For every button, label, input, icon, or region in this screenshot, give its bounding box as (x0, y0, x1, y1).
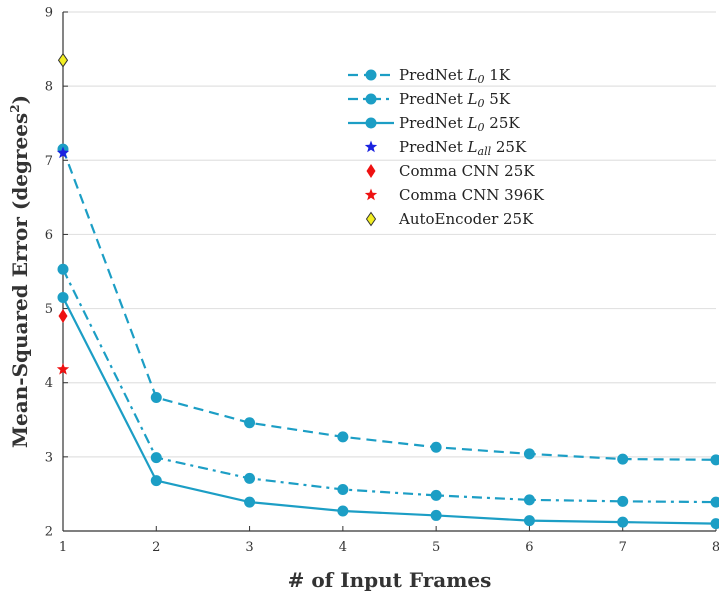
legend-entry: AutoEncoder 25K (365, 210, 534, 228)
x-tick-label: 2 (152, 540, 160, 555)
data-point (617, 495, 629, 507)
series-3 (56, 146, 70, 159)
legend-label: Comma CNN 25K (399, 162, 535, 180)
series-0 (57, 143, 719, 466)
series-layer (56, 52, 719, 530)
data-point (150, 475, 162, 487)
legend-marker (365, 69, 377, 81)
series-line (61, 148, 717, 461)
x-tick-label: 8 (712, 540, 719, 555)
data-point (57, 52, 69, 68)
x-tick-label: 3 (245, 540, 253, 555)
data-point (617, 516, 629, 528)
data-point (430, 509, 442, 521)
legend-label: PredNet L0 1K (399, 66, 511, 86)
data-point (244, 417, 256, 429)
legend: PredNet L0 1K PredNet L0 5K PredNet L0 25K… (348, 66, 545, 228)
y-tick-label: 5 (45, 302, 53, 317)
legend-entry: PredNet L0 25K (348, 114, 520, 134)
data-point (710, 454, 719, 466)
legend-label: PredNet Lall 25K (399, 138, 527, 158)
legend-entry: PredNet L0 1K (348, 66, 511, 86)
y-tick-label: 7 (45, 154, 53, 169)
gridlines (63, 11, 716, 458)
data-point (244, 496, 256, 508)
legend-entry: PredNet Lall 25K (364, 138, 527, 158)
legend-label: PredNet L0 5K (399, 90, 511, 110)
legend-label: PredNet L0 25K (399, 114, 520, 134)
x-tick-label: 6 (525, 540, 533, 555)
legend-marker (366, 164, 376, 178)
data-point (57, 263, 69, 275)
data-point (617, 453, 629, 465)
legend-label: AutoEncoder 25K (398, 210, 534, 228)
data-point (337, 505, 349, 517)
series-5 (56, 362, 70, 375)
y-tick-label: 6 (45, 228, 53, 243)
legend-marker (364, 188, 378, 201)
data-point (150, 392, 162, 404)
x-tick-label: 7 (619, 540, 627, 555)
data-point (523, 494, 535, 506)
data-point (56, 362, 70, 375)
x-axis-label: # of Input Frames (288, 568, 492, 592)
y-tick-label: 2 (45, 525, 53, 540)
x-tick-label: 4 (339, 540, 347, 555)
x-tick-label: 5 (432, 540, 440, 555)
series-line (62, 268, 717, 504)
y-tick-label: 8 (45, 80, 53, 95)
data-point (523, 515, 535, 527)
y-axis-label: Mean-Squared Error (degrees2) (8, 95, 32, 448)
series-6 (57, 52, 69, 68)
x-tick-label: 1 (59, 540, 67, 555)
y-tick-label: 3 (45, 450, 53, 465)
legend-entry: PredNet L0 5K (348, 90, 511, 110)
series-4 (58, 308, 68, 323)
data-point (244, 472, 256, 484)
legend-marker (365, 93, 377, 105)
data-point (710, 518, 719, 530)
series-2 (57, 291, 719, 530)
data-point (430, 441, 442, 453)
series-1 (57, 263, 719, 508)
legend-entry: Comma CNN 25K (366, 162, 535, 180)
y-tick-label: 9 (45, 6, 53, 21)
data-point (523, 448, 535, 460)
legend-marker (364, 140, 378, 153)
data-point (56, 146, 70, 159)
legend-label: Comma CNN 396K (399, 186, 545, 204)
data-point (150, 452, 162, 464)
data-point (58, 308, 68, 323)
legend-entry: Comma CNN 396K (364, 186, 545, 204)
data-point (337, 431, 349, 443)
data-point (430, 489, 442, 501)
data-point (710, 496, 719, 508)
data-point (57, 291, 69, 303)
data-point (337, 483, 349, 495)
y-tick-label: 4 (45, 376, 53, 391)
series-line (62, 296, 717, 525)
legend-marker (365, 117, 377, 129)
legend-marker (365, 211, 377, 227)
